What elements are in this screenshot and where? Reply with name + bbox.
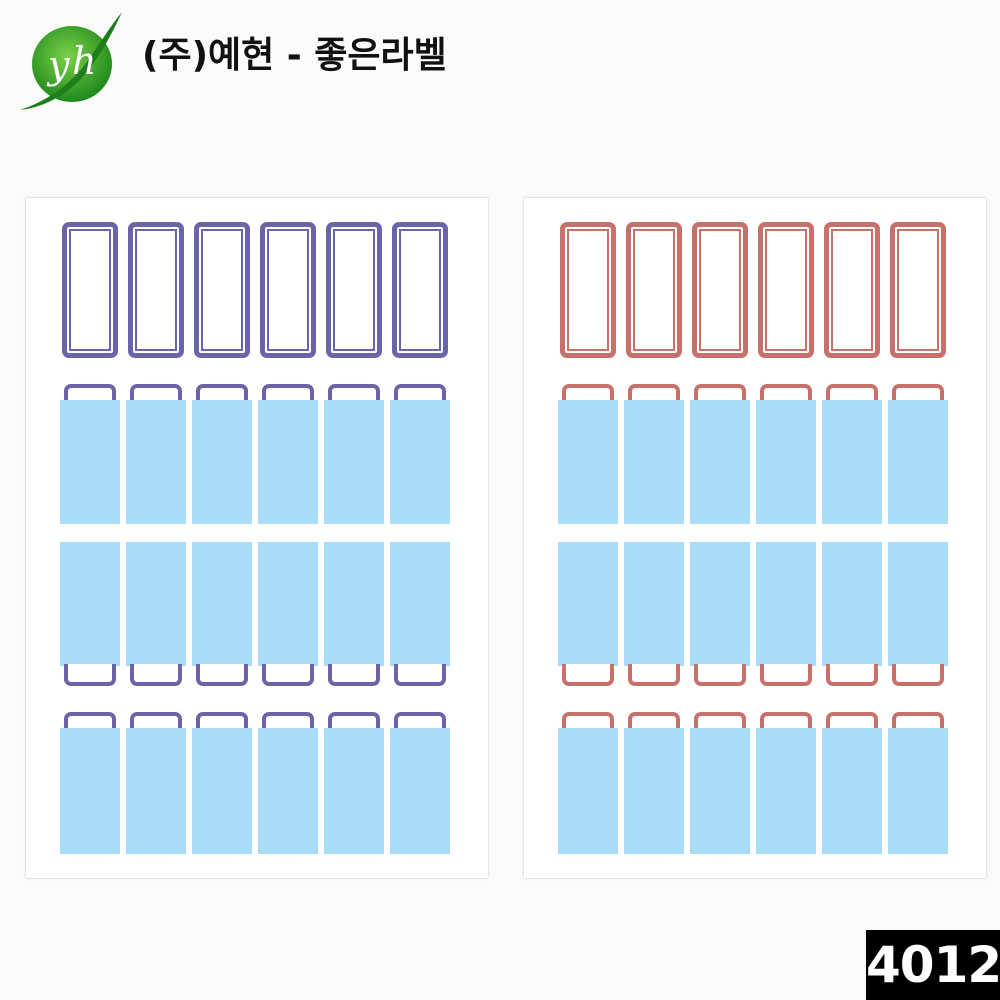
frame-label: [260, 222, 316, 358]
frame-label: [62, 222, 118, 358]
blue-label: [624, 728, 684, 854]
label-tab: [196, 664, 248, 686]
blue-label: [756, 400, 816, 524]
label-tab: [562, 712, 614, 730]
label-sheet-red: [524, 198, 986, 878]
product-code: 4012: [866, 930, 1000, 1000]
blue-label: [558, 542, 618, 666]
blue-label: [690, 400, 750, 524]
blue-label: [126, 728, 186, 854]
frame-label: [194, 222, 250, 358]
blue-label: [690, 728, 750, 854]
label-tab: [694, 664, 746, 686]
label-tab: [394, 712, 446, 730]
label-tab: [262, 664, 314, 686]
frame-label: [890, 222, 946, 358]
frame-label: [392, 222, 448, 358]
blue-label: [624, 400, 684, 524]
label-tab: [760, 384, 812, 402]
blue-label: [192, 400, 252, 524]
blue-label: [126, 542, 186, 666]
label-tab: [328, 664, 380, 686]
blue-label: [888, 542, 948, 666]
label-tab: [196, 384, 248, 402]
frame-label: [326, 222, 382, 358]
blue-label: [690, 542, 750, 666]
blue-label: [126, 400, 186, 524]
label-tab: [826, 712, 878, 730]
frame-label: [560, 222, 616, 358]
label-tab: [64, 384, 116, 402]
label-tab: [892, 712, 944, 730]
blue-label: [60, 400, 120, 524]
svg-text:h: h: [72, 39, 96, 83]
blue-label: [192, 542, 252, 666]
label-tab: [394, 384, 446, 402]
label-tab: [826, 664, 878, 686]
label-tab: [328, 384, 380, 402]
label-tab: [262, 384, 314, 402]
blue-label: [390, 728, 450, 854]
label-tab: [760, 664, 812, 686]
blue-label: [756, 728, 816, 854]
blue-label: [324, 542, 384, 666]
label-tab: [130, 712, 182, 730]
blue-label: [888, 728, 948, 854]
label-tab: [760, 712, 812, 730]
label-tab: [130, 384, 182, 402]
label-tab: [328, 712, 380, 730]
label-tab: [64, 712, 116, 730]
blue-label: [390, 400, 450, 524]
blue-label: [822, 728, 882, 854]
label-tab: [628, 384, 680, 402]
blue-label: [258, 728, 318, 854]
blue-label: [888, 400, 948, 524]
blue-label: [390, 542, 450, 666]
blue-label: [624, 542, 684, 666]
label-tab: [892, 384, 944, 402]
frame-label: [692, 222, 748, 358]
label-tab: [64, 664, 116, 686]
label-tab: [562, 384, 614, 402]
label-tab: [196, 712, 248, 730]
yh-leaf-logo-icon: y h: [20, 12, 122, 110]
blue-label: [258, 400, 318, 524]
blue-label: [822, 400, 882, 524]
label-tab: [130, 664, 182, 686]
frame-label: [824, 222, 880, 358]
blue-label: [60, 542, 120, 666]
label-tab: [694, 384, 746, 402]
frame-label: [758, 222, 814, 358]
blue-label: [258, 542, 318, 666]
label-tab: [262, 712, 314, 730]
brand-title: (주)예현 - 좋은라벨: [142, 35, 447, 76]
label-tab: [562, 664, 614, 686]
blue-label: [324, 400, 384, 524]
label-sheet-blue: [26, 198, 488, 878]
frame-label: [128, 222, 184, 358]
label-tab: [892, 664, 944, 686]
blue-label: [324, 728, 384, 854]
blue-label: [558, 400, 618, 524]
label-tab: [628, 664, 680, 686]
svg-text:y: y: [46, 43, 70, 87]
blue-label: [756, 542, 816, 666]
blue-label: [192, 728, 252, 854]
label-tab: [394, 664, 446, 686]
blue-label: [558, 728, 618, 854]
frame-label: [626, 222, 682, 358]
label-tab: [628, 712, 680, 730]
blue-label: [60, 728, 120, 854]
blue-label: [822, 542, 882, 666]
label-tab: [694, 712, 746, 730]
label-tab: [826, 384, 878, 402]
